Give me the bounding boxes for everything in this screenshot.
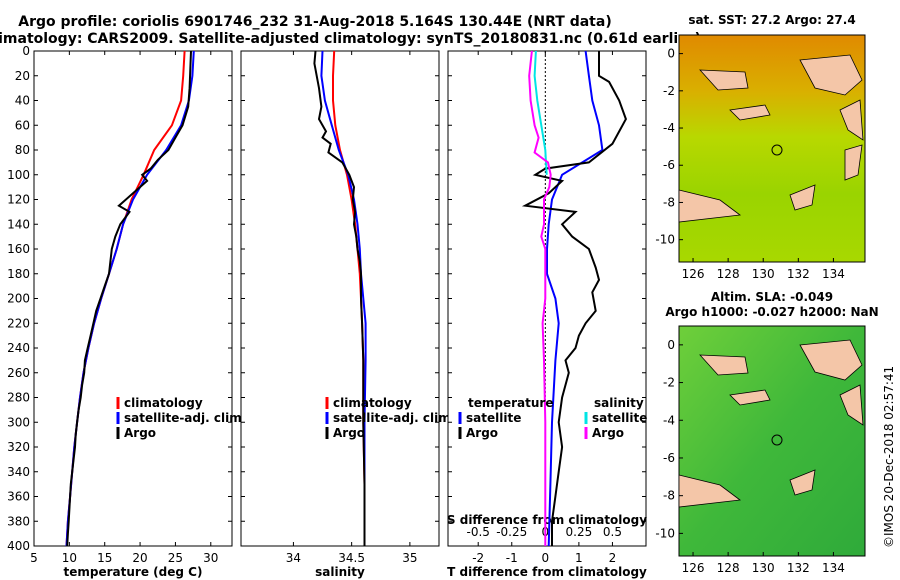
series-line-satellite-adj-clim- [320, 50, 367, 546]
series-line-s-argo [528, 50, 552, 546]
x-tick-label: 30 [203, 551, 218, 565]
map-y-tick-label: -10 [655, 233, 675, 247]
x2-tick-label: 0.25 [566, 525, 593, 539]
map-x-tick-label: 126 [682, 267, 705, 281]
map-x-tick-label: 128 [717, 267, 740, 281]
x-tick-label: 5 [30, 551, 38, 565]
map-y-tick-label: -4 [663, 413, 675, 427]
y-tick-label: 80 [15, 143, 30, 157]
x2-tick-label: 0.5 [603, 525, 622, 539]
panel-2: 34 34.5 35 salinity climatologysatellite-adj… [240, 50, 455, 579]
figure-title-line1: Argo profile: coriolis 6901746_232 31-Au… [18, 14, 611, 30]
x-tick-label: 10 [62, 551, 77, 565]
series-line-t-argo [521, 51, 627, 546]
sst-map-title: sat. SST: 27.2 Argo: 27.4 [688, 13, 855, 27]
legend-label: Argo [466, 426, 498, 440]
map-y-tick-label: -8 [663, 489, 675, 503]
credit-text: ©IMOS 20-Dec-2018 02:57:41 [882, 366, 896, 548]
panel-frame [33, 50, 233, 547]
series-line-t-satellite [546, 50, 604, 547]
y-tick-label: 180 [7, 267, 30, 281]
y-tick-label: 200 [7, 292, 30, 306]
x-tick-label: 2 [609, 551, 617, 565]
map-y-tick-label: -6 [663, 451, 675, 465]
map-x-tick-label: 132 [787, 561, 810, 575]
legend-label: satellite-adj. clim. [333, 411, 455, 425]
panel-3: -2 -1 0 1 2T difference from climatology -0.5… [447, 50, 647, 579]
legend-label: climatology [124, 396, 203, 410]
map-x-tick-label: 134 [822, 561, 845, 575]
map-y-tick-label: -6 [663, 158, 675, 172]
map-x-tick-label: 132 [787, 267, 810, 281]
x-tick-label: -2 [472, 551, 484, 565]
legend-title-temperature: temperature [468, 396, 553, 410]
map-y-tick-label: -2 [663, 376, 675, 390]
map-y-tick-label: -8 [663, 195, 675, 209]
legend-label: Argo [592, 426, 624, 440]
panel-1: 0 20 40 60 80 100 120 140 160 180 200 220 240 260 280 3… [7, 44, 246, 579]
x-axis-label: temperature (deg C) [64, 565, 203, 579]
legend-label: Argo [333, 426, 365, 440]
y-tick-label: 120 [7, 193, 30, 207]
legend-title-salinity: salinity [594, 396, 644, 410]
map-y-tick-label: -10 [655, 526, 675, 540]
legend-label: satellite [592, 411, 647, 425]
x-axis-label: T difference from climatology [447, 565, 647, 579]
y-tick-label: 60 [15, 118, 30, 132]
y-tick-label: 220 [7, 316, 30, 330]
y-tick-label: 0 [22, 44, 30, 58]
x-tick-label: 0 [542, 551, 550, 565]
y-tick-label: 240 [7, 341, 30, 355]
sst-map [678, 34, 866, 263]
map-x-tick-label: 128 [717, 561, 740, 575]
map-x-tick-label: 130 [752, 561, 775, 575]
y-tick-label: 280 [7, 391, 30, 405]
series-line-s-satellite [533, 50, 548, 175]
series-line-argo [313, 50, 366, 546]
y-tick-label: 360 [7, 490, 30, 504]
legend-label: climatology [333, 396, 412, 410]
y-tick-label: 40 [15, 94, 30, 108]
legend-label: satellite [466, 411, 521, 425]
y-tick-label: 320 [7, 440, 30, 454]
sla-map-title-line2: Argo h1000: -0.027 h2000: NaN [665, 305, 878, 319]
panel-frame [447, 50, 647, 547]
x-tick-label: 15 [97, 551, 112, 565]
sla-map-title-line1: Altim. SLA: -0.049 [711, 290, 833, 304]
series-line-argo [66, 50, 192, 547]
y-tick-label: 160 [7, 242, 30, 256]
x-tick-label: 1 [575, 551, 583, 565]
map-x-tick-label: 126 [682, 561, 705, 575]
map-y-tick-label: -2 [663, 84, 675, 98]
panel-frame [240, 50, 440, 547]
y-tick-label: 260 [7, 366, 30, 380]
x-tick-label: 34.5 [338, 551, 365, 565]
map-x-tick-label: 134 [822, 267, 845, 281]
map-y-tick-label: -4 [663, 121, 675, 135]
y-tick-label: 380 [7, 514, 30, 528]
map-y-tick-label: 0 [667, 338, 675, 352]
y-tick-label: 100 [7, 168, 30, 182]
legend-label: Argo [124, 426, 156, 440]
y-tick-label: 140 [7, 217, 30, 231]
x-tick-label: 25 [168, 551, 183, 565]
x-tick-label: -1 [506, 551, 518, 565]
figure-title-line2: Climatology: CARS2009. Satellite-adjuste… [0, 31, 701, 47]
x-tick-label: 35 [402, 551, 417, 565]
map-y-tick-label: 0 [667, 47, 675, 61]
x-tick-label: 34 [286, 551, 301, 565]
x2-tick-label: -0.25 [496, 525, 527, 539]
y-tick-label: 340 [7, 465, 30, 479]
y-tick-label: 20 [15, 69, 30, 83]
x-tick-label: 20 [132, 551, 147, 565]
sla-map [678, 325, 866, 557]
x2-tick-label: -0.5 [466, 525, 489, 539]
legend-label: satellite-adj. clim. [124, 411, 246, 425]
y-tick-label: 300 [7, 415, 30, 429]
x2-axis-label: S difference from climatology [447, 513, 647, 527]
map-x-tick-label: 130 [752, 267, 775, 281]
x-axis-label: salinity [315, 565, 365, 579]
y-tick-label: 400 [7, 539, 30, 553]
